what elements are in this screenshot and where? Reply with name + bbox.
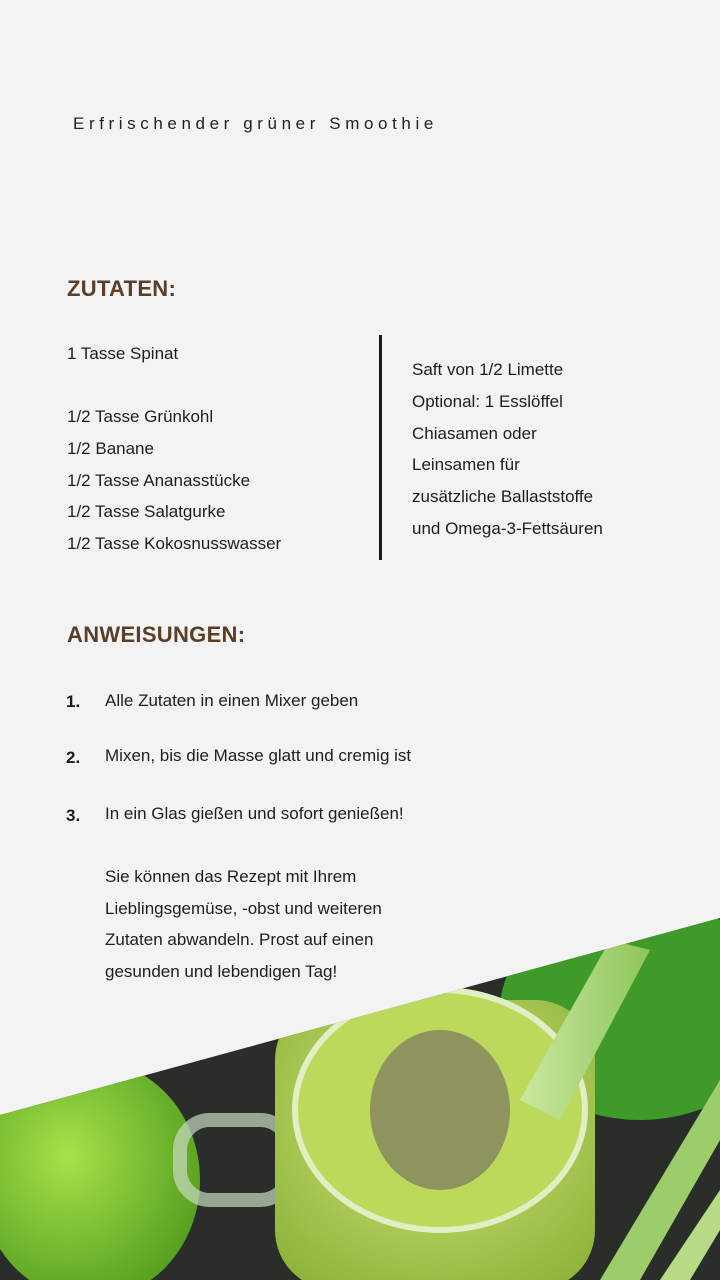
step-text: In ein Glas gießen und sofort genießen! [105,804,404,823]
step-text: Alle Zutaten in einen Mixer geben [105,691,359,710]
step-number: 1. [66,692,81,711]
note-line: Sie können das Rezept mit Ihrem [105,867,357,886]
ingredient-item: Leinsamen für [412,455,520,474]
step-text: Mixen, bis die Masse glatt und cremig is… [105,746,412,765]
ingredient-item: und Omega-3-Fettsäuren [412,519,603,538]
instructions-heading: ANWEISUNGEN: [67,622,246,647]
column-divider [379,335,382,560]
ingredient-item: 1/2 Tasse Grünkohl [67,407,214,426]
ingredient-item: zusätzliche Ballaststoffe [412,487,594,506]
ingredient-item: Saft von 1/2 Limette [412,360,564,379]
ingredient-item: 1/2 Tasse Ananasstücke [67,471,251,490]
note-line: gesunden und lebendigen Tag! [105,962,338,981]
step-number: 2. [66,748,81,767]
recipe-title: Erfrischender grüner Smoothie [73,114,438,133]
ingredients-heading: ZUTATEN: [67,276,177,301]
step-number: 3. [66,806,81,825]
ingredient-item: Optional: 1 Esslöffel [412,392,563,411]
ingredient-item: 1/2 Tasse Salatgurke [67,502,226,521]
note-line: Lieblingsgemüse, -obst und weiteren [105,899,382,918]
note-line: Zutaten abwandeln. Prost auf einen [105,930,374,949]
ingredient-item: Chiasamen oder [412,424,537,443]
ingredient-item: 1/2 Tasse Kokosnusswasser [67,534,282,553]
ingredient-item: 1/2 Banane [67,439,154,458]
ingredient-item: 1 Tasse Spinat [67,344,179,363]
